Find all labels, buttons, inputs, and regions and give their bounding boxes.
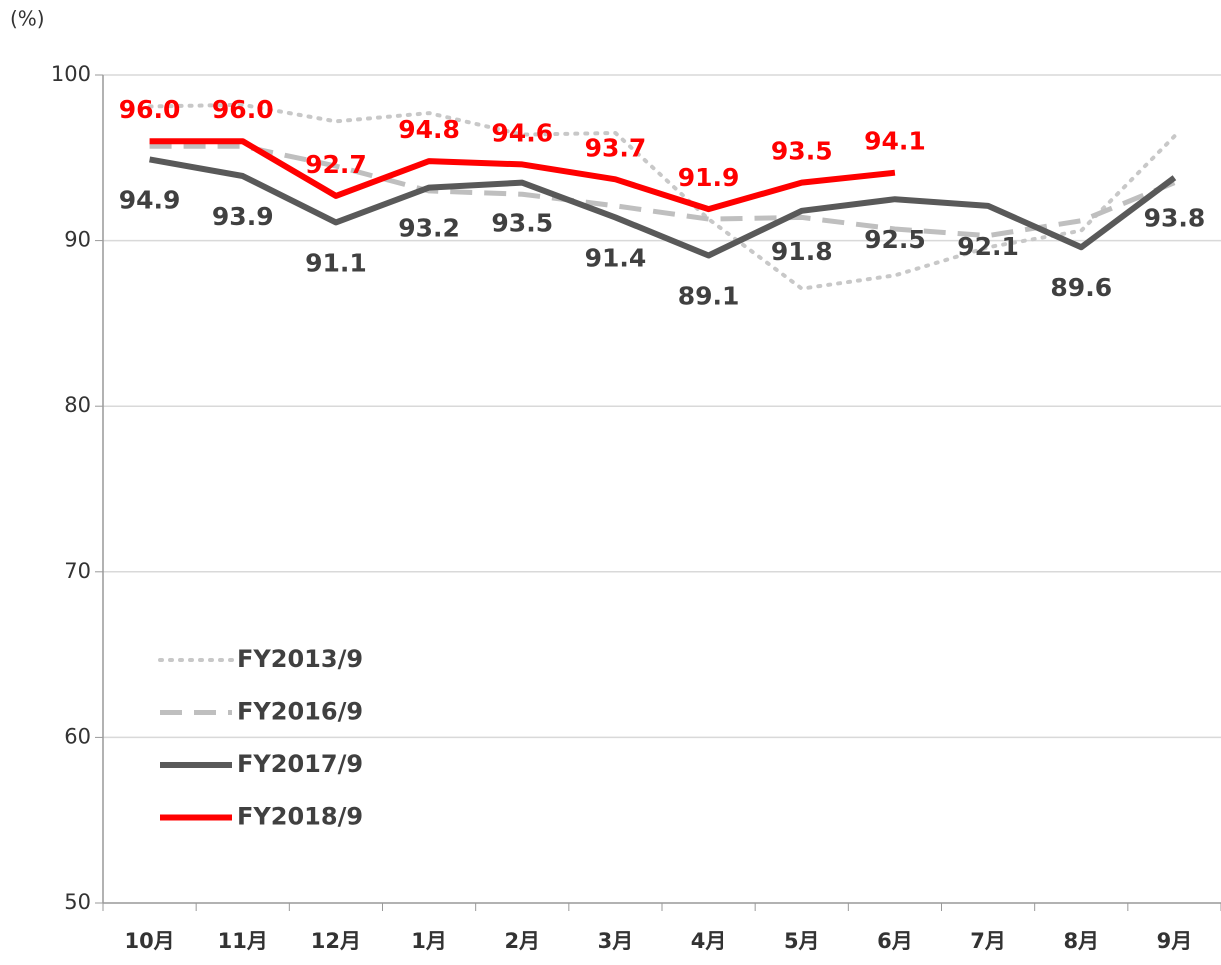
x-tick-label: 6月 bbox=[877, 929, 913, 953]
data-label: 89.6 bbox=[1050, 273, 1112, 302]
series-line bbox=[147, 102, 1177, 291]
data-label: 96.0 bbox=[119, 95, 181, 124]
legend-label: FY2016/9 bbox=[237, 698, 363, 726]
data-label: 93.5 bbox=[491, 209, 553, 238]
y-axis-label: (%) bbox=[10, 7, 45, 31]
data-label: 92.1 bbox=[957, 232, 1019, 261]
data-label: 94.9 bbox=[119, 185, 181, 214]
data-label: 93.8 bbox=[1144, 204, 1206, 233]
data-label: 92.7 bbox=[305, 150, 367, 179]
x-tick-label: 2月 bbox=[504, 929, 540, 953]
x-tick-label: 7月 bbox=[970, 929, 1006, 953]
x-tick-label: 9月 bbox=[1157, 929, 1193, 953]
y-tick-label: 100 bbox=[51, 62, 91, 86]
x-tick-label: 12月 bbox=[311, 929, 361, 953]
data-label: 91.8 bbox=[771, 237, 833, 266]
y-tick-label: 90 bbox=[64, 228, 91, 252]
series-line bbox=[149, 138, 896, 213]
data-label: 94.1 bbox=[864, 127, 926, 156]
series-line bbox=[149, 143, 1176, 239]
x-tick-label: 4月 bbox=[691, 929, 727, 953]
data-label: 92.5 bbox=[864, 225, 926, 254]
x-tick-label: 5月 bbox=[784, 929, 820, 953]
legend-label: FY2013/9 bbox=[237, 645, 363, 673]
y-tick-label: 50 bbox=[64, 890, 91, 914]
legend-label: FY2017/9 bbox=[237, 750, 363, 778]
x-tick-label: 10月 bbox=[124, 929, 174, 953]
y-tick-label: 70 bbox=[64, 559, 91, 583]
y-tick-label: 80 bbox=[64, 393, 91, 417]
series-line bbox=[149, 156, 1177, 259]
data-label: 93.2 bbox=[398, 214, 460, 243]
data-label: 93.9 bbox=[212, 202, 274, 231]
data-label: 94.8 bbox=[398, 115, 460, 144]
data-label: 93.5 bbox=[771, 137, 833, 166]
data-label: 96.0 bbox=[212, 95, 274, 124]
data-label: 91.1 bbox=[305, 248, 367, 277]
y-tick-label: 60 bbox=[64, 724, 91, 748]
legend-label: FY2018/9 bbox=[237, 803, 363, 831]
data-label: 91.9 bbox=[678, 163, 740, 192]
data-label: 91.4 bbox=[585, 243, 647, 272]
x-tick-label: 3月 bbox=[598, 929, 634, 953]
x-tick-label: 11月 bbox=[218, 929, 268, 953]
data-label: 94.6 bbox=[491, 118, 553, 147]
data-label: 89.1 bbox=[678, 282, 740, 311]
x-tick-label: 8月 bbox=[1063, 929, 1099, 953]
x-tick-label: 1月 bbox=[411, 929, 447, 953]
data-label: 93.7 bbox=[585, 133, 647, 162]
